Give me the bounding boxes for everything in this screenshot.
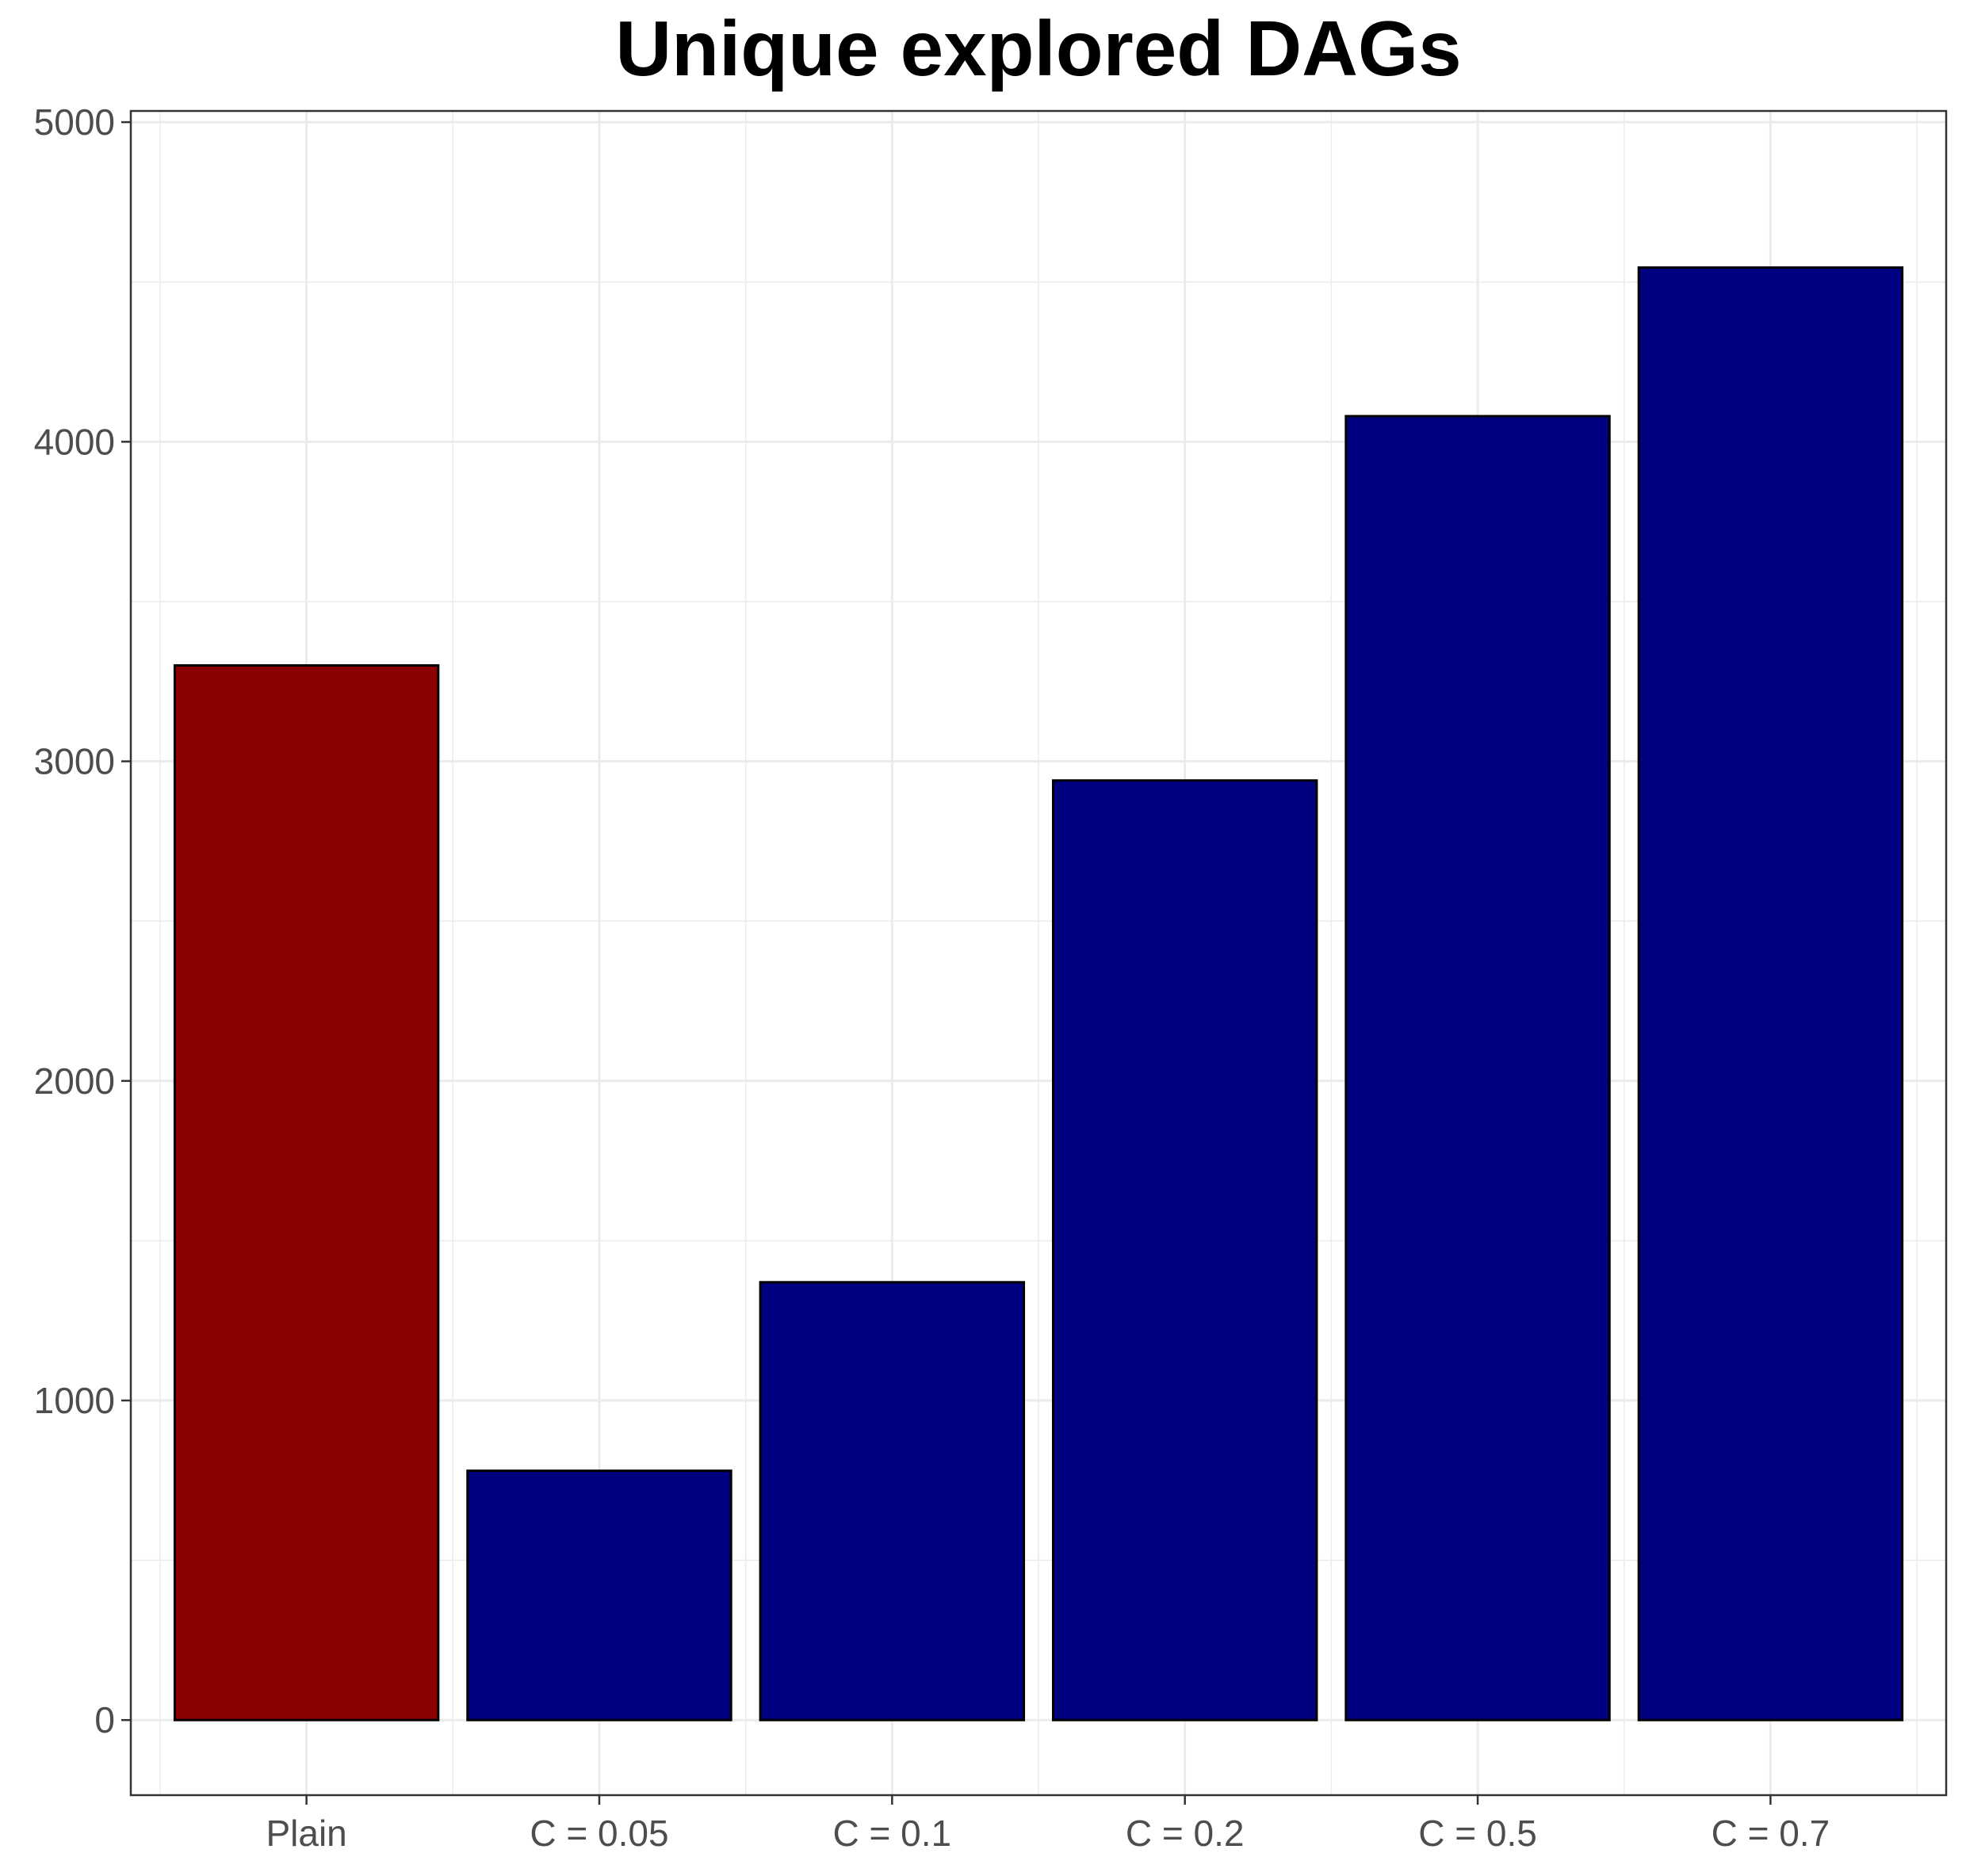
y-tick-label: 1000 [34, 1380, 115, 1421]
x-tick-label: Plain [266, 1813, 346, 1854]
y-tick-label: 0 [94, 1699, 115, 1740]
plot-panel-border [129, 109, 1948, 1797]
x-tick-label: C = 0.2 [1126, 1813, 1245, 1854]
bar-c-0-2 [1051, 779, 1318, 1721]
x-tick-label: C = 0.7 [1712, 1813, 1830, 1854]
bars [173, 266, 1904, 1721]
bar-c-0-7 [1637, 266, 1904, 1721]
y-tick-label: 2000 [34, 1060, 115, 1102]
axes: 0 1000 2000 3000 4000 5000 Plain C = 0.05 C = 0.… [34, 101, 1830, 1854]
y-tick-label: 5000 [34, 101, 115, 143]
y-tick-label: 3000 [34, 741, 115, 782]
bar-c-0-05 [466, 1469, 732, 1721]
y-tick-label: 4000 [34, 421, 115, 462]
x-tick-label: C = 0.1 [833, 1813, 952, 1854]
x-tick-label: C = 0.05 [530, 1813, 668, 1854]
bar-plain [173, 664, 440, 1721]
bar-c-0-1 [759, 1281, 1026, 1721]
bar-c-0-5 [1344, 415, 1611, 1721]
chart-title: Unique explored DAGs [615, 5, 1461, 92]
x-tick-label: C = 0.5 [1418, 1813, 1537, 1854]
